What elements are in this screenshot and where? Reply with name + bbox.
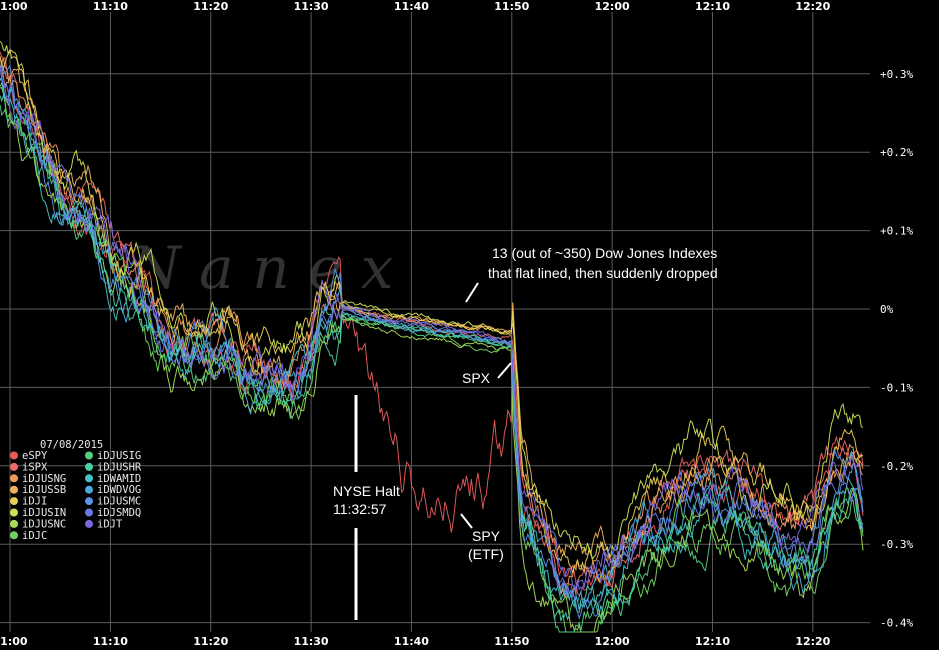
series-line-iDJI (0, 47, 864, 584)
annotation-spy-pointer (460, 513, 473, 529)
legend-label: eSPY (22, 450, 48, 462)
x-tick-label-bottom: 11:50 (494, 635, 529, 648)
series-line-iDJC (0, 82, 864, 633)
x-tick-label-top: 11:30 (294, 0, 329, 13)
x-axis-top: 11:00 11:10 11:20 11:30 11:40 11:50 12:00 12:10… (0, 0, 831, 13)
x-tick-label-bottom: 12:20 (795, 635, 830, 648)
legend-label: iDJC (22, 530, 47, 542)
x-tick-label-bottom: 11:20 (193, 635, 228, 648)
x-tick-label-top: 12:20 (795, 0, 830, 13)
legend-swatch (85, 508, 93, 517)
y-tick-label: -0.4% (880, 617, 913, 630)
y-axis: +0.3% +0.2% +0.1% 0% -0.1% -0.2% -0.3% -0.4% (880, 68, 913, 630)
x-tick-label-bottom: 11:00 (0, 635, 28, 648)
legend-swatch (85, 451, 93, 460)
legend-swatch (10, 451, 18, 460)
x-tick-label-top: 12:10 (695, 0, 730, 13)
legend-swatch (10, 508, 18, 517)
y-tick-label: -0.1% (880, 381, 913, 394)
x-tick-label-top: 11:10 (93, 0, 128, 13)
annotation-indexes-line1: 13 (out of ~350) Dow Jones Indexes (492, 245, 717, 261)
legend-label: iDJUSNC (22, 518, 66, 530)
series-line-iDJUSNC (0, 87, 864, 633)
legend-label: iDJUSSB (22, 484, 66, 496)
y-tick-label: 0% (880, 303, 894, 316)
legend-label: iDJUSHR (97, 461, 142, 473)
annotation-indexes-line2: that flat lined, then suddenly dropped (488, 265, 718, 281)
y-tick-label: -0.2% (880, 460, 913, 473)
legend-swatch (85, 462, 93, 471)
series-line-iDJUSIN (0, 40, 864, 560)
legend-label: iDJSMDQ (97, 507, 141, 519)
x-tick-label-bottom: 12:10 (695, 635, 730, 648)
legend-label: iDWAMID (97, 473, 141, 485)
annotation-spx-pointer (497, 362, 512, 379)
x-tick-label-bottom: 11:40 (394, 635, 429, 648)
annotation-spx: SPX (462, 370, 491, 386)
series-line-eSPY (0, 51, 864, 597)
legend-swatch (10, 474, 18, 483)
annotation-indexes-pointer (465, 282, 479, 303)
legend-swatch (10, 519, 18, 528)
legend: 07/08/2015 eSPYiSPXiDJUSNGiDJUSSBiDJIiDJ… (10, 439, 142, 542)
legend-swatch (85, 485, 93, 494)
annotation-spy-etf: (ETF) (468, 546, 504, 562)
legend-items: eSPYiSPXiDJUSNGiDJUSSBiDJIiDJUSINiDJUSNC… (10, 450, 142, 542)
x-tick-label-top: 11:50 (494, 0, 529, 13)
legend-label: iDWDVOG (97, 484, 141, 496)
legend-swatch (10, 497, 18, 506)
annotations: 13 (out of ~350) Dow Jones Indexes that … (333, 245, 718, 620)
annotation-spy: SPY (472, 528, 501, 544)
legend-swatch (85, 474, 93, 483)
legend-label: iDJUSIN (22, 507, 66, 519)
legend-label: iDJUSIG (97, 450, 141, 462)
legend-label: iDJUSMC (97, 496, 141, 508)
y-tick-label: +0.3% (880, 68, 913, 81)
legend-swatch (10, 462, 18, 471)
series-line-iDJUSNG (0, 56, 864, 597)
annotation-halt-time: 11:32:57 (333, 501, 387, 517)
legend-swatch (10, 485, 18, 494)
x-tick-label-top: 11:40 (394, 0, 429, 13)
legend-label: iDJUSNG (22, 473, 66, 485)
series-line-iSPX (0, 68, 864, 596)
legend-label: iSPX (22, 461, 48, 473)
legend-swatch (10, 531, 18, 540)
series-line-iDJUSMC (0, 63, 864, 620)
y-tick-label: +0.2% (880, 146, 913, 159)
x-tick-label-bottom: 12:00 (595, 635, 630, 648)
x-tick-label-top: 11:00 (0, 0, 28, 13)
series-line-iDJT (0, 66, 864, 599)
series-lines (0, 40, 864, 633)
legend-swatch (85, 519, 93, 528)
watermark: N a n e x (128, 234, 393, 302)
x-tick-label-bottom: 11:10 (93, 635, 128, 648)
legend-swatch (85, 497, 93, 506)
legend-label: iDJI (22, 496, 47, 508)
legend-date: 07/08/2015 (40, 439, 103, 451)
annotation-halt-label: NYSE Halt (333, 483, 400, 499)
legend-label: iDJT (97, 518, 123, 530)
x-tick-label-top: 12:00 (595, 0, 630, 13)
y-tick-label: +0.1% (880, 225, 913, 238)
y-tick-label: -0.3% (880, 538, 913, 551)
x-axis-bottom: 11:00 11:10 11:20 11:30 11:40 11:50 12:00 12:10… (0, 635, 831, 648)
x-tick-label-bottom: 11:30 (294, 635, 329, 648)
grid (0, 12, 870, 632)
x-tick-label-top: 11:20 (193, 0, 228, 13)
